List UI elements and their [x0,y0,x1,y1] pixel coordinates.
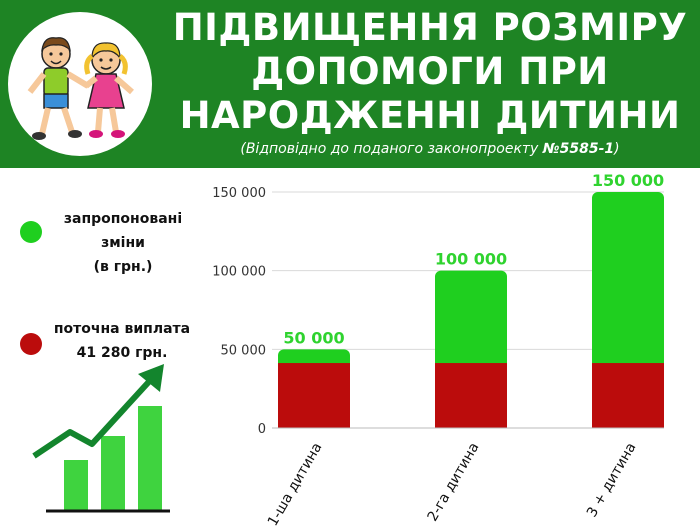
y-tick-label: 0 [258,422,266,437]
legend-line: поточна виплата [53,321,191,337]
x-tick-label: 2-га дитина [425,440,483,524]
x-tick-label: 3 + дитина [584,440,640,520]
subtitle-suffix: ) [614,141,620,157]
title-line: ПІДВИЩЕННЯ РОЗМІРУ [172,6,688,49]
bar-current-segment [278,363,350,428]
x-tick-label: 1-ша дитина [265,440,326,526]
legend-proposed-label: запропоновані зміни (в грн.) [48,207,198,279]
girl-icon [84,42,134,138]
y-tick-label: 150 000 [212,186,266,201]
bar-current-segment [592,363,664,428]
legend-line: (в грн.) [93,259,153,275]
bar-proposed-segment [592,192,664,370]
bar-proposed-segment [435,270,507,370]
legend-line: 41 280 грн. [76,345,168,361]
bill-number: №5585-1 [542,141,615,157]
boy-icon [27,37,90,140]
page-subtitle: (Відповідно до поданого законопроекту №5… [160,141,700,157]
legend-line: зміни [101,235,145,251]
kids-illustration [8,12,152,156]
y-tick-label: 100 000 [212,265,266,280]
bar-current-segment [435,363,507,428]
page-title: ПІДВИЩЕННЯ РОЗМІРУ ДОПОМОГИ ПРИ НАРОДЖЕН… [160,6,700,138]
header-banner: ПІДВИЩЕННЯ РОЗМІРУ ДОПОМОГИ ПРИ НАРОДЖЕН… [0,0,700,168]
legend-current-dot [20,333,42,355]
title-line: ДОПОМОГИ ПРИ [251,50,609,93]
legend-current-label: поточна виплата 41 280 грн. [42,317,202,365]
legend-proposed-dot [20,221,42,243]
title-line: НАРОДЖЕННІ ДИТИНИ [179,94,681,137]
bar-value-label: 150 000 [592,171,664,190]
legend-line: запропоновані [63,211,183,227]
bar-value-label: 50 000 [283,328,344,347]
y-tick-label: 50 000 [221,343,267,358]
growth-chart-icon [32,364,170,513]
subtitle-prefix: (Відповідно до поданого законопроекту [240,141,543,157]
bar-value-label: 100 000 [435,250,507,269]
